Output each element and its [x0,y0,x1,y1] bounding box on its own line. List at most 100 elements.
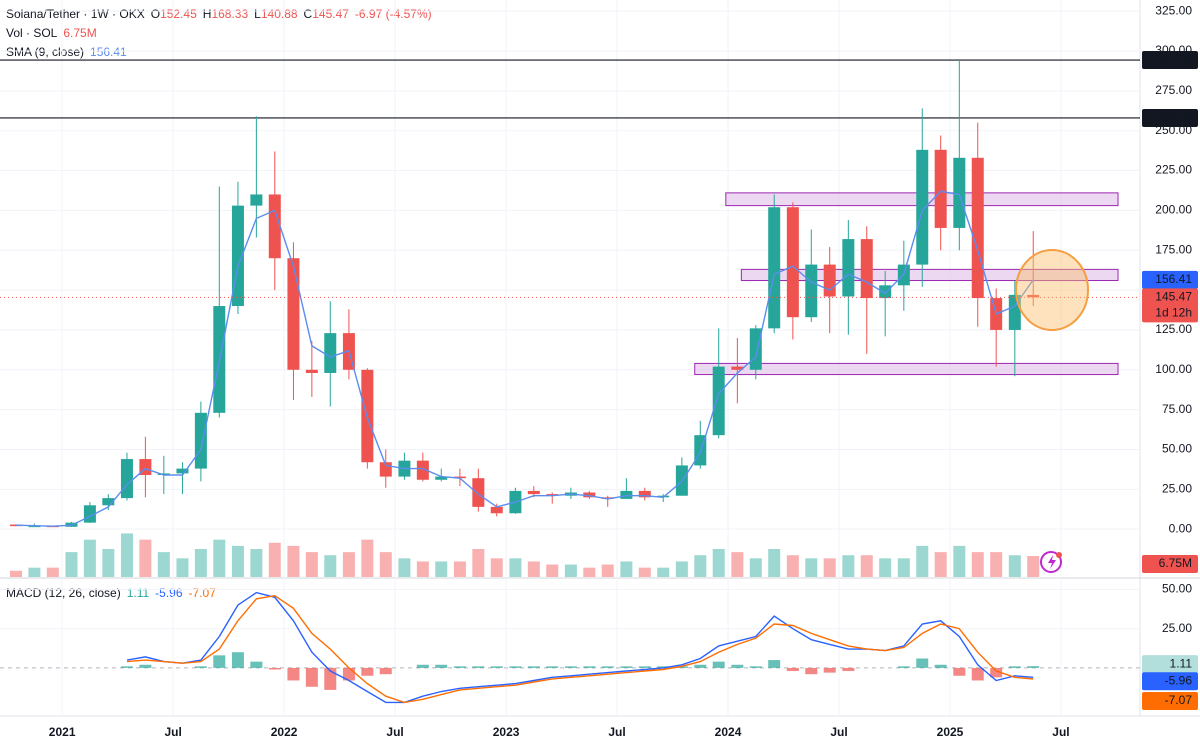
symbol: Solana/Tether · 1W · OKX [6,7,145,21]
histogram-bar [601,666,614,668]
sma-value: 156.41 [90,45,127,59]
volume-bar [139,539,152,577]
candle-body [120,459,133,499]
volume-bar [379,552,392,577]
hist-axis-label-bg [1142,655,1198,674]
volume-value: 6.75M [63,26,96,40]
volume-bar [120,533,133,577]
histogram-bar [546,666,559,668]
volume-axis-label-bg [1142,555,1198,573]
sma-axis-label-bg [1142,270,1198,289]
x-tick-label: 2024 [715,725,742,739]
alert-bolt [1048,555,1056,569]
volume-bar [102,549,115,577]
histogram-bar [620,666,633,668]
histogram-bar [490,666,503,668]
volume-bar [601,564,614,577]
volume-bar [83,539,96,577]
candle-body [583,492,596,498]
volume-bar [712,549,725,577]
volume-bar [490,558,503,577]
volume-bar [916,545,929,577]
histogram-bar [453,666,466,668]
histogram-bar [305,667,318,687]
y-tick-label: 100.00 [1155,362,1192,376]
volume-bar [620,561,633,577]
sma-axis-label: 156.41 [1155,272,1192,286]
y-tick-label: 175.00 [1155,242,1192,256]
level-label: 258.00 [1155,110,1192,124]
volume-bar [472,549,485,577]
candle-body [324,333,337,373]
volume-bar [953,545,966,577]
y-tick-label: 325.00 [1155,3,1192,17]
candle-body [102,498,115,506]
volume-bar [805,558,818,577]
candle-body [268,194,281,259]
histogram-bar [897,666,910,668]
candle-body [176,468,189,474]
volume-bar [176,558,189,577]
histogram-bar [657,666,670,668]
volume-bar [453,561,466,577]
histogram-bar [990,667,1003,678]
candle-body [28,526,41,528]
histogram-bar [379,667,392,675]
x-tick-label: Jul [386,725,403,739]
histogram-bar [324,667,337,690]
histogram-bar [231,652,244,668]
ohlc-label: H [203,7,212,21]
volume-bar [564,564,577,577]
volume-bar [546,564,559,577]
volume-legend: Vol · SOL 6.75M [6,26,97,40]
sma-line [15,190,1034,527]
candle-body [842,239,855,297]
macd-axis-label: -5.96 [1165,673,1193,687]
volume-bar [509,558,522,577]
candle-body [934,149,947,228]
volume-bar [213,539,226,577]
candle-body [527,490,540,495]
alert-icon[interactable] [1040,551,1062,573]
histogram-bar [971,667,984,681]
volume-bar [65,552,78,577]
candle-body [1027,294,1040,298]
volume-bar [527,561,540,577]
volume-bar [934,552,947,577]
histogram-bar [1027,666,1040,668]
candle-body [916,149,929,265]
histogram-bar [120,666,133,668]
y-tick-label: 225.00 [1155,163,1192,177]
volume-bar [823,558,836,577]
candle-body [157,473,170,475]
histogram-bar [213,655,226,668]
histogram-bar [638,666,651,668]
volume-bar [231,545,244,577]
histogram-bar [416,664,429,668]
volume-bar [971,552,984,577]
candle-body [194,412,207,469]
histogram-bar [842,667,855,672]
histogram-bar [675,666,688,668]
volume-bar [287,545,300,577]
ohlc-value: 168.33 [211,7,248,21]
y-tick-label: 50.00 [1162,442,1192,456]
level-label: 294.33 [1155,52,1192,66]
volume-bar [305,552,318,577]
candle-body [472,478,485,507]
candle-body [786,207,799,318]
candle-body [805,264,818,318]
candle-body [879,285,892,299]
volume-bar [194,549,207,577]
histogram-bar [509,666,522,668]
volume-bar [768,549,781,577]
histogram-bar [472,666,485,668]
price-axis-label: 145.47 [1155,289,1192,303]
ohlc-value: 145.47 [312,7,349,21]
volume-bar [342,552,355,577]
signal-value: -7.07 [189,586,217,600]
histogram-bar [823,667,836,673]
x-tick-label: Jul [164,725,181,739]
